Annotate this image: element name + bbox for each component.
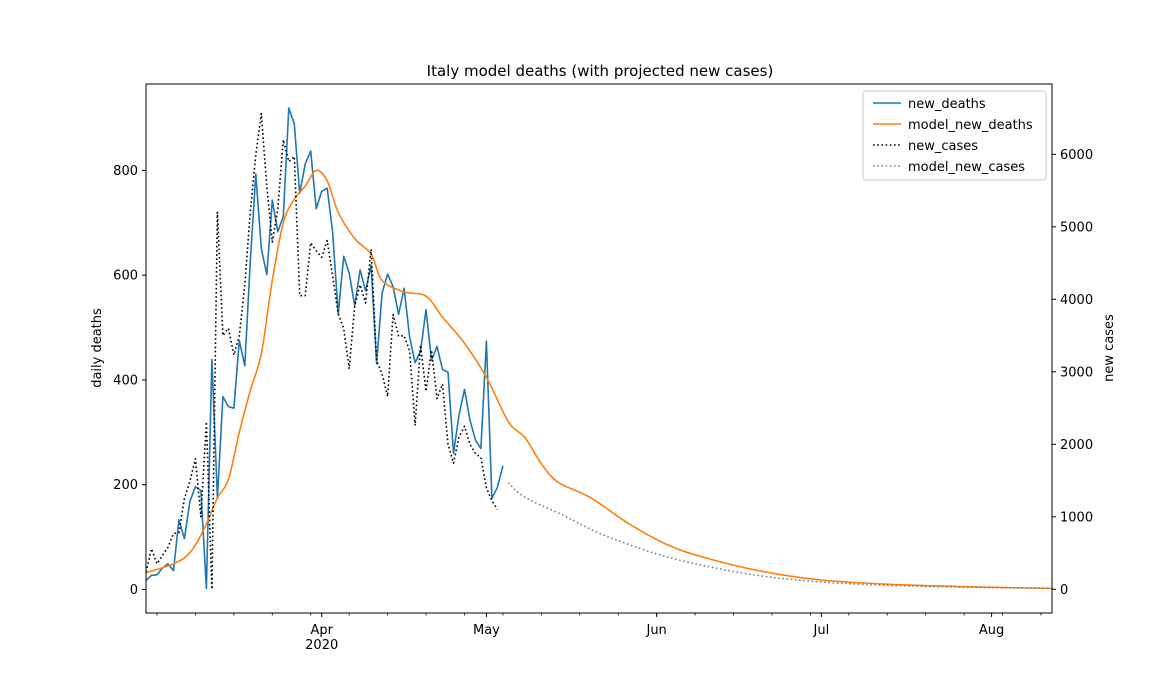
y-tick-label-left: 400 [113, 373, 138, 388]
y-axis-right: 0 1000 2000 3000 4000 5000 6000 [1052, 148, 1093, 598]
legend-label-new-cases: new_cases [908, 139, 978, 154]
legend-label-model-new-deaths: model_new_deaths [908, 118, 1033, 133]
y-tick-label-right: 0 [1060, 583, 1068, 598]
legend-box [862, 90, 1047, 181]
series-layer [146, 107, 1052, 591]
y-axis-label-left: daily deaths [90, 308, 105, 388]
series-line-new-deaths [146, 107, 504, 590]
legend: new_deaths model_new_deaths new_cases mo… [862, 90, 1047, 181]
chart-title: Italy model deaths (with projected new c… [427, 62, 774, 80]
y-tick-label-left: 200 [113, 478, 138, 493]
x-tick-label: Jun [645, 623, 666, 638]
plot-area [145, 83, 1053, 614]
y-tick-label-right: 4000 [1060, 293, 1093, 308]
legend-label-new-deaths: new_deaths [908, 97, 986, 112]
y-tick-label-right: 2000 [1060, 438, 1093, 453]
y-axis-label-right: new cases [1102, 314, 1117, 382]
plot-frame [145, 83, 1053, 614]
series-line-model-new-deaths [146, 169, 1052, 590]
legend-label-model-new-cases: model_new_cases [908, 160, 1025, 175]
y-tick-label-right: 3000 [1060, 365, 1093, 380]
y-tick-label-left: 0 [130, 583, 138, 598]
x-tick-label: Jul [813, 623, 830, 638]
y-tick-label-right: 5000 [1060, 220, 1093, 235]
x-tick-label: May [473, 623, 500, 638]
x-tick-label: Aug [979, 623, 1004, 638]
series-line-new-cases [146, 112, 499, 591]
y-axis-left: 0 200 400 600 800 [113, 164, 146, 598]
series-line-model-new-cases [507, 482, 1052, 589]
x-tick-sublabel: 2020 [305, 638, 338, 653]
y-tick-label-left: 600 [113, 269, 138, 284]
y-tick-label-right: 1000 [1060, 510, 1093, 525]
x-tick-label: Apr [310, 623, 333, 638]
y-tick-label-left: 800 [113, 164, 138, 179]
y-tick-label-right: 6000 [1060, 148, 1093, 163]
